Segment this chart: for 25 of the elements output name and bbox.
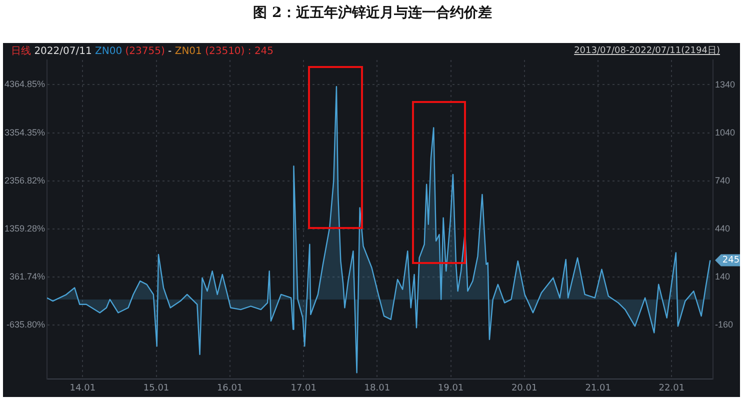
text: 日线 2022/07/11 ZN00 (23755) - ZN01 (23510) : 245 — [11, 46, 274, 57]
x-tick-label: 20.01 — [511, 384, 538, 394]
x-tick-label: 19.01 — [438, 384, 464, 394]
annotation: 245 — [722, 256, 740, 266]
y-tick-label: -635.80% — [6, 319, 45, 330]
x-tick-label: 21.01 — [585, 384, 611, 394]
x-tick-label: 22.01 — [658, 384, 685, 394]
x-tick-label: 14.01 — [70, 384, 96, 394]
y2-tick-label: 1040 — [715, 127, 736, 138]
y-tick-label: 4364.85% — [4, 78, 45, 89]
x-tick-label: 17.01 — [290, 384, 316, 394]
y-tick-label: 361.74% — [9, 271, 45, 282]
y2-tick-label: 740 — [715, 175, 730, 186]
text: 2013/07/08-2022/07/11(2194日) — [574, 45, 720, 57]
y-tick-label: 2356.82% — [4, 175, 45, 186]
y-tick-label: 3354.35% — [4, 127, 45, 138]
x-tick-label: 18.01 — [364, 384, 390, 394]
chart-title: 图 2：近五年沪锌近月与连一合约价差 — [252, 4, 493, 22]
y-tick-label: 1359.28% — [4, 223, 45, 234]
x-tick-label: 15.01 — [143, 384, 170, 394]
y2-tick-label: -160 — [715, 320, 734, 330]
y2-tick-label: 1340 — [715, 79, 736, 90]
y2-tick-label: 440 — [715, 224, 730, 234]
y2-tick-label: 140 — [715, 272, 730, 282]
x-tick-label: 16.01 — [216, 384, 243, 394]
